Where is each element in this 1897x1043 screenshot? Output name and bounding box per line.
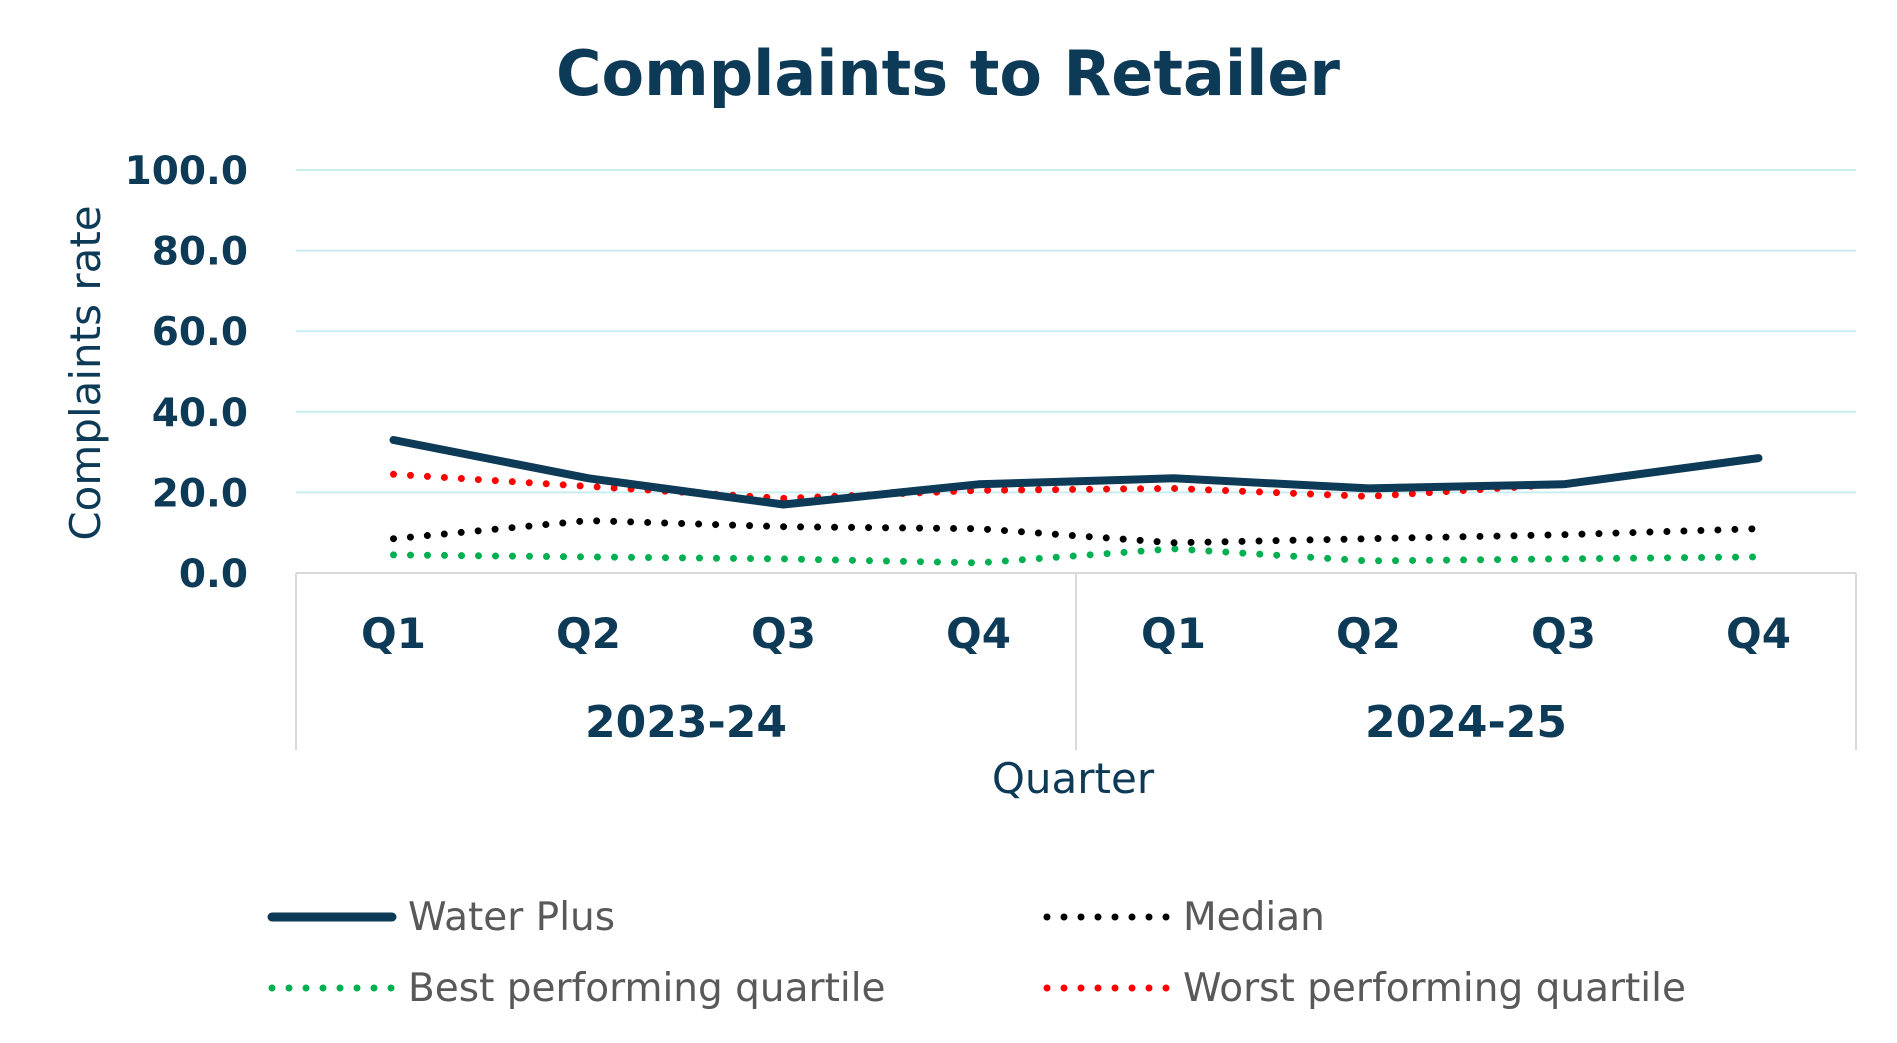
x-tick-label: Q4	[1726, 609, 1791, 658]
x-tick-label: Q3	[1531, 609, 1596, 658]
y-tick-label: 80.0	[152, 230, 248, 275]
series-line	[390, 517, 1762, 547]
y-tick-label: 100.0	[125, 149, 248, 194]
series-line	[390, 545, 1762, 567]
legend-label: Worst performing quartile	[1183, 966, 1686, 1011]
y-axis-ticks: 0.0 20.0 40.0 60.0 80.0 100.0	[125, 149, 248, 597]
legend: Water Plus Median Best performing quartile…	[267, 895, 1686, 1011]
y-tick-label: 40.0	[152, 391, 248, 436]
x-tick-label: Q2	[556, 609, 621, 658]
y-tick-label: 60.0	[152, 310, 248, 355]
gridlines	[296, 169, 1856, 494]
y-tick-label: 0.0	[179, 552, 248, 597]
legend-label: Water Plus	[408, 895, 615, 940]
x-tick-label: Q1	[1141, 609, 1206, 658]
series-lines	[389, 436, 1763, 567]
y-axis-title: Complaints rate	[61, 205, 110, 540]
chart-title: Complaints to Retailer	[556, 37, 1340, 110]
series-line	[389, 436, 1763, 509]
x-tick-label: Q4	[946, 609, 1011, 658]
group-label: 2024-25	[1365, 697, 1567, 748]
legend-label: Best performing quartile	[408, 966, 886, 1011]
x-axis-title: Quarter	[992, 754, 1155, 803]
y-tick-label: 20.0	[152, 471, 248, 516]
x-tick-label: Q3	[751, 609, 816, 658]
group-label: 2023-24	[585, 697, 787, 748]
legend-label: Median	[1183, 895, 1325, 940]
x-axis: 2023-24 2024-25 Q1 Q2 Q3 Q4 Q1 Q2 Q3 Q4	[295, 572, 1857, 750]
x-tick-label: Q1	[361, 609, 426, 658]
x-tick-label: Q2	[1336, 609, 1401, 658]
